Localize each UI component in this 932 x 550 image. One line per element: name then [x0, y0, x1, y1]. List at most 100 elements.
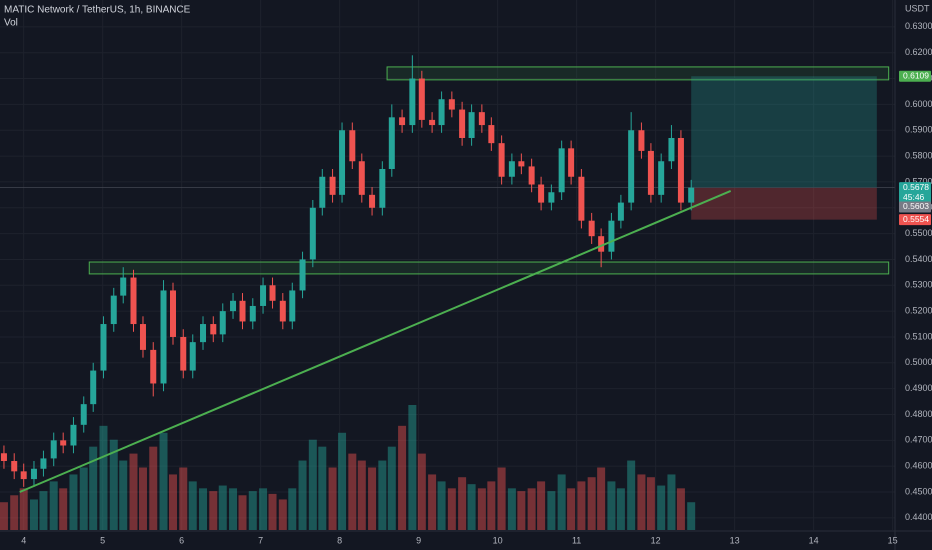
- y-tick-label: 0.4700: [905, 435, 932, 445]
- zone: [386, 66, 890, 81]
- candle-body: [249, 305, 256, 322]
- volume-bar: [348, 453, 357, 530]
- candle-body: [210, 324, 217, 335]
- volume-bar: [497, 467, 506, 530]
- candle-body: [160, 290, 167, 384]
- candle-body: [299, 259, 306, 291]
- x-tick-label: 14: [809, 535, 819, 545]
- marks: [0, 55, 895, 530]
- candle-body: [668, 137, 675, 162]
- candle-body: [200, 324, 207, 343]
- y-tick-label: 0.4500: [905, 486, 932, 496]
- volume-bar: [477, 488, 486, 530]
- candle-body: [130, 277, 137, 325]
- candle-body: [189, 342, 196, 371]
- volume-bar: [49, 481, 58, 530]
- candle-body: [50, 440, 57, 459]
- volume-bar: [507, 488, 516, 530]
- volume-bar: [567, 488, 576, 530]
- candle-body: [478, 112, 485, 126]
- volume-bar: [637, 474, 646, 530]
- y-tick-label: 0.6200: [905, 47, 932, 57]
- volume-bar: [218, 485, 227, 530]
- price-tag: [899, 201, 931, 213]
- price-tag: [899, 182, 931, 205]
- candle-body: [598, 236, 605, 252]
- volume-bar: [487, 481, 496, 530]
- x-tick-label: 7: [258, 535, 263, 545]
- volume-bar: [0, 502, 8, 530]
- candle-body: [677, 137, 684, 203]
- volume-bar: [10, 495, 19, 530]
- volume-bar: [537, 481, 546, 530]
- volume-bar: [447, 488, 456, 530]
- volume-bar: [547, 491, 556, 530]
- candle-body: [628, 130, 635, 203]
- candle-body: [70, 424, 77, 446]
- candle-body: [120, 277, 127, 296]
- candle-body: [468, 112, 475, 138]
- y-tick-label: 0.6300: [905, 21, 932, 31]
- candle-body: [260, 285, 267, 306]
- volume-bar: [19, 488, 28, 530]
- volume-bar: [79, 467, 88, 530]
- x-tick-label: 9: [416, 535, 421, 545]
- price-tag-label: 0.6109: [903, 70, 929, 80]
- candle-body: [349, 130, 356, 162]
- x-tick-label: 10: [493, 535, 503, 545]
- volume-bar: [69, 474, 78, 530]
- candle-body: [369, 194, 376, 208]
- price-tag-label: 0.5603: [903, 201, 929, 211]
- volume-bar: [278, 499, 287, 530]
- volume-bar: [238, 495, 247, 530]
- candle-body: [588, 220, 595, 237]
- candle-body: [40, 458, 47, 469]
- candle-body: [309, 207, 316, 260]
- y-tick-label: 0.5700: [905, 176, 932, 186]
- candle-body: [329, 176, 336, 195]
- candle-body: [289, 290, 296, 322]
- price-tag-label: 0.5678: [903, 182, 929, 192]
- volume-bar: [398, 425, 407, 530]
- candle-body: [388, 117, 395, 170]
- candle-body: [558, 148, 565, 193]
- volume-bar: [159, 432, 168, 530]
- y-tick-label: 0.4800: [905, 409, 932, 419]
- candle-body: [20, 471, 27, 480]
- candle-body: [578, 176, 585, 221]
- volume-bar: [149, 446, 158, 530]
- candle-body: [538, 184, 545, 203]
- candle-body: [608, 220, 615, 252]
- volume-bar: [368, 467, 377, 530]
- candle-body: [688, 187, 695, 203]
- y-tick-label: 0.6000: [905, 99, 932, 109]
- volume-bar: [119, 460, 128, 530]
- volume-bar: [458, 477, 467, 530]
- candle-body: [568, 148, 575, 177]
- candle-body: [90, 370, 97, 405]
- volume-bar: [268, 493, 277, 530]
- candle-body: [429, 119, 436, 126]
- grid: [0, 0, 895, 530]
- volume-bar: [387, 446, 396, 530]
- candle-body: [319, 176, 326, 208]
- volume-bar: [298, 460, 307, 530]
- candle-body: [617, 202, 624, 221]
- candle-body: [0, 453, 7, 462]
- candle-body: [339, 130, 346, 195]
- candle-body: [180, 336, 187, 371]
- y-tick-label: 0.5800: [905, 150, 932, 160]
- volume-bar: [437, 481, 446, 530]
- y-tick-label: 0.4400: [905, 512, 932, 522]
- trendline: [19, 190, 732, 493]
- x-tick-label: 8: [337, 535, 342, 545]
- volume-bar: [408, 405, 417, 530]
- volume-bar: [308, 439, 317, 530]
- stop-area: [691, 187, 877, 220]
- candle-body: [409, 78, 416, 126]
- y-tick-label: 0.4600: [905, 461, 932, 471]
- volume-bar: [357, 460, 366, 530]
- price-tag-label: 0.5554: [903, 214, 929, 224]
- volume-bar: [138, 467, 147, 530]
- volume-bar: [657, 485, 666, 530]
